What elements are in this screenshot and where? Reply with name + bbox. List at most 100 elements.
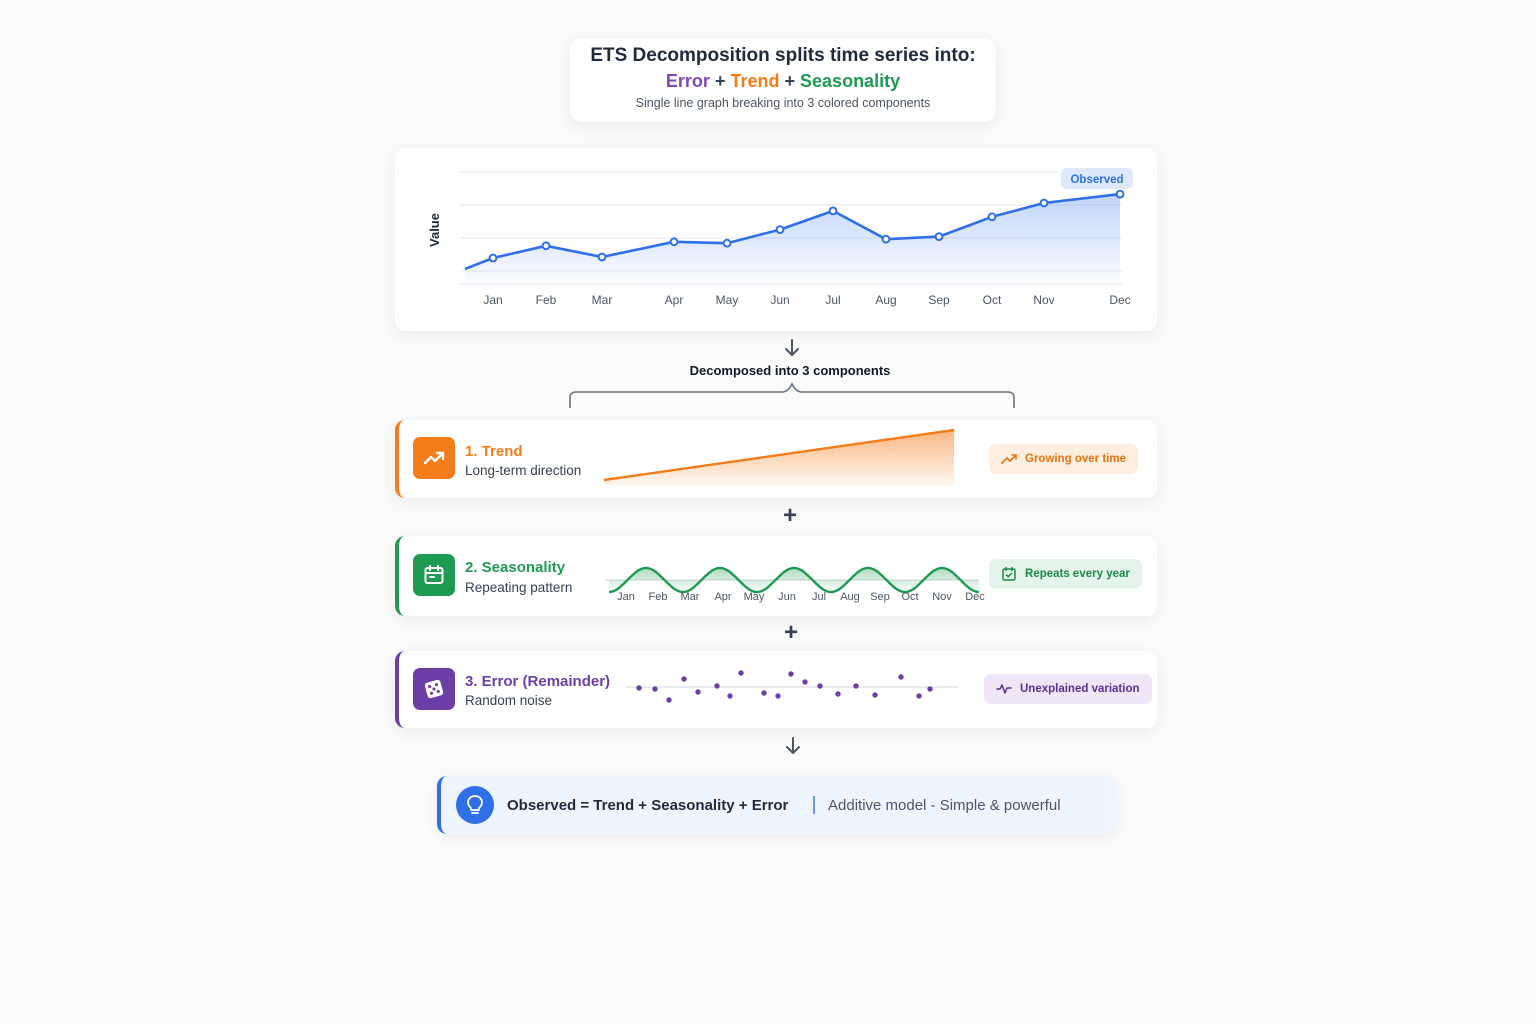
trending-up-small-icon <box>1001 454 1017 464</box>
data-point <box>669 237 679 247</box>
month-label: Jan <box>617 591 635 603</box>
down-arrow-icon <box>785 736 801 760</box>
data-point <box>828 206 838 216</box>
x-tick-label: Feb <box>536 293 557 307</box>
error-badge: Unexplained variation <box>984 674 1152 704</box>
data-point <box>1039 198 1049 208</box>
seasonality-title: 2. Seasonality <box>465 559 566 576</box>
down-arrow-icon <box>784 338 800 362</box>
y-axis-label: Value <box>427 213 442 247</box>
x-tick-label: Dec <box>1109 293 1130 307</box>
observed-area <box>465 194 1120 284</box>
month-label: Jul <box>812 591 826 603</box>
noise-dot <box>652 686 658 692</box>
seasonality-component-card: 2. Seasonality Repeating pattern Jan Feb M… <box>395 536 1157 616</box>
month-label: Aug <box>840 591 860 603</box>
trend-badge: Growing over time <box>989 444 1138 474</box>
data-point <box>934 232 944 241</box>
x-tick-label: Jan <box>483 293 502 307</box>
plus-word: + <box>784 71 796 91</box>
data-point <box>541 241 551 251</box>
activity-icon <box>996 684 1012 694</box>
noise-dot <box>802 679 808 685</box>
data-point <box>488 253 498 263</box>
title-card: ETS Decomposition splits time series int… <box>570 38 996 122</box>
trend-graphic <box>603 428 955 486</box>
noise-dot <box>738 670 744 676</box>
error-badge-label: Unexplained variation <box>1020 683 1140 695</box>
x-tick-label: Oct <box>983 293 1002 307</box>
data-point <box>881 234 891 244</box>
trend-line <box>603 428 955 482</box>
formula-divider <box>813 796 815 814</box>
x-tick-label: Aug <box>875 293 896 307</box>
seasonality-wave <box>608 566 980 594</box>
month-label: Feb <box>649 591 668 603</box>
x-tick-label: Sep <box>928 293 950 307</box>
month-label: Nov <box>932 591 952 603</box>
noise-dot <box>636 685 642 691</box>
observed-badge-bg <box>1061 168 1133 189</box>
x-tick-label: Jul <box>825 293 840 307</box>
data-point <box>1115 189 1125 199</box>
plus-sign: + <box>783 502 798 529</box>
trend-word: Trend <box>730 71 780 91</box>
trend-component-card: 1. Trend Long-term direction Growing ove… <box>395 420 1157 498</box>
noise-dot <box>775 693 781 699</box>
x-tick-label: Mar <box>592 293 613 307</box>
components-heading: Error + Trend + Seasonality <box>570 71 996 92</box>
data-point <box>775 225 785 234</box>
noise-dot <box>695 689 701 695</box>
error-graphic <box>625 670 959 703</box>
seasonality-subtitle: Repeating pattern <box>465 580 573 595</box>
plus-word: + <box>714 71 726 91</box>
seasonality-badge-label: Repeats every year <box>1025 568 1130 580</box>
calendar-icon <box>413 554 455 596</box>
observed-chart-card: Jan Feb Mar Apr May Jun Jul Aug Sep Oct Nov Dec Val… <box>395 148 1157 331</box>
lightbulb-icon <box>456 786 494 824</box>
noise-dot <box>727 693 733 699</box>
x-tick-label: Apr <box>665 293 684 307</box>
noise-dot <box>916 693 922 699</box>
month-label: Jun <box>778 591 796 603</box>
data-point <box>987 212 997 222</box>
observed-line-chart: Jan Feb Mar Apr May Jun Jul Aug Sep Oct Nov Dec Val… <box>427 168 1133 307</box>
trend-subtitle: Long-term direction <box>465 463 582 478</box>
error-subtitle: Random noise <box>465 693 553 708</box>
formula-equation: Observed = Trend + Seasonality + Error <box>507 797 789 814</box>
trend-title: 1. Trend <box>465 443 523 460</box>
noise-dot <box>853 683 859 689</box>
noise-dot <box>714 683 720 689</box>
brace-icon <box>569 382 1015 408</box>
noise-dot <box>761 690 767 696</box>
month-label: Mar <box>681 591 700 603</box>
month-label: Apr <box>714 591 731 603</box>
page-subtitle: Single line graph breaking into 3 colore… <box>635 96 931 110</box>
month-label: May <box>744 591 765 603</box>
x-tick-label: Nov <box>1033 293 1054 307</box>
noise-dot <box>817 683 823 689</box>
noise-dot <box>898 674 904 680</box>
decomposition-label: Decomposed into 3 components <box>689 363 891 378</box>
error-title: 3. Error (Remainder) <box>465 673 611 690</box>
x-tick-label: May <box>716 293 739 307</box>
noise-dot <box>872 692 878 698</box>
formula-card: Observed = Trend + Seasonality + Error A… <box>437 776 1117 834</box>
data-point <box>722 238 732 248</box>
noise-dot <box>788 671 794 677</box>
error-word: Error <box>665 71 710 91</box>
month-label: Dec <box>965 591 985 603</box>
x-tick-label: Jun <box>770 293 789 307</box>
seasonality-graphic: Jan Feb Mar Apr May Jun Jul Aug Sep Oct Nov Dec <box>605 566 985 603</box>
seasonality-word: Seasonality <box>800 71 901 91</box>
trending-up-icon <box>413 437 455 479</box>
seasonality-badge: Repeats every year <box>989 559 1142 589</box>
observed-badge: Observed <box>1070 174 1123 186</box>
noise-dot <box>835 691 841 697</box>
dice-icon <box>413 668 455 710</box>
noise-dot <box>927 686 933 692</box>
calendar-check-icon <box>1002 566 1016 581</box>
page-title: ETS Decomposition splits time series int… <box>590 45 976 66</box>
noise-dot <box>666 697 672 703</box>
error-component-card: 3. Error (Remainder) Random noise Unexpl… <box>395 651 1157 728</box>
